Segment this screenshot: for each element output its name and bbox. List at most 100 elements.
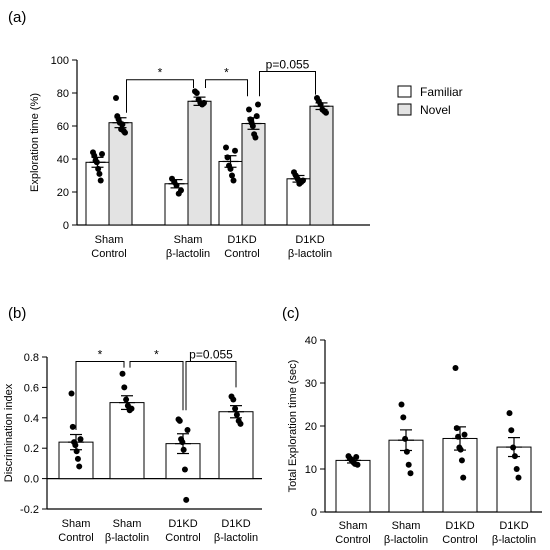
data-point <box>300 177 306 184</box>
category-label-line2: Control <box>442 534 477 546</box>
category-label-line1: Sham <box>113 518 142 530</box>
data-point <box>232 147 238 154</box>
data-point <box>405 461 412 468</box>
y-tick-label: 0.8 <box>24 352 39 364</box>
category-label-line1: Sham <box>174 234 203 246</box>
data-point <box>317 101 324 108</box>
data-point <box>232 405 239 412</box>
data-point <box>128 405 135 412</box>
data-point <box>76 463 83 470</box>
data-point <box>510 444 517 451</box>
data-point <box>77 436 84 443</box>
data-point <box>233 411 240 418</box>
category-label-line2: β-lactolin <box>214 532 258 544</box>
significance-bracket <box>126 79 194 113</box>
panel-a: (a) 0 20 40 60 80 100 Exploration time (%) Sham C… <box>8 9 463 260</box>
legend-swatch <box>397 103 412 116</box>
significance-bracket <box>205 79 248 97</box>
significance-label: * <box>154 348 159 362</box>
data-point <box>323 109 329 116</box>
significance-bracket <box>259 71 316 97</box>
y-tick-label: 0 <box>311 507 317 519</box>
data-point <box>91 152 98 159</box>
legend-swatch <box>397 85 412 98</box>
y-tick-label: 60 <box>57 121 69 133</box>
category-label-line2: Control <box>165 532 200 544</box>
panel-label: (b) <box>8 305 26 322</box>
y-axis-label: Total Exploration time (sec) <box>287 360 299 493</box>
data-point <box>513 466 520 472</box>
data-point <box>72 442 79 449</box>
category-label-line1: D1KD <box>168 518 197 530</box>
bar <box>218 411 254 480</box>
data-point <box>93 159 100 166</box>
category-label-line1: D1KD <box>499 520 528 532</box>
data-point <box>249 123 256 129</box>
legend-label: Novel <box>420 103 451 117</box>
y-tick-label: 0.6 <box>24 382 39 394</box>
data-point <box>252 134 259 141</box>
data-point <box>178 187 184 194</box>
y-tick-label: 0 <box>63 220 69 232</box>
data-point <box>400 414 407 421</box>
panel-label: (a) <box>8 9 26 26</box>
data-point <box>96 170 103 177</box>
y-tick-label: 20 <box>305 421 317 433</box>
data-point <box>452 364 459 371</box>
legend-label: Familiar <box>420 85 463 99</box>
bar <box>187 100 212 226</box>
data-point <box>403 448 410 455</box>
significance-bracket <box>185 361 237 411</box>
data-point <box>181 466 188 473</box>
bar <box>108 122 133 226</box>
data-point <box>224 154 231 161</box>
data-point <box>193 90 200 96</box>
data-point <box>173 182 180 189</box>
data-point <box>398 401 405 408</box>
data-point <box>95 165 102 172</box>
data-point <box>184 426 191 433</box>
y-axis-label: Exploration time (%) <box>29 93 41 192</box>
data-point <box>122 129 128 136</box>
y-tick-label: 40 <box>305 335 317 347</box>
bar <box>164 183 189 226</box>
category-label-line1: Sham <box>339 520 368 532</box>
data-point <box>508 427 515 434</box>
data-point <box>223 144 229 151</box>
category-label-line2: β-lactolin <box>166 248 210 260</box>
data-point <box>230 177 237 184</box>
category-label-line1: Sham <box>62 518 91 530</box>
y-tick-label: 20 <box>57 187 69 199</box>
data-point <box>227 165 234 172</box>
y-tick-label: 0.4 <box>24 413 39 425</box>
category-label-line1: D1KD <box>227 234 256 246</box>
data-point <box>179 439 186 446</box>
y-tick-label: 0.2 <box>24 443 39 455</box>
data-point <box>99 151 105 158</box>
data-point <box>237 420 244 427</box>
panel-c: (c) 0 10 20 30 40 Total Exploration time (sec)… <box>282 305 542 546</box>
data-point <box>458 457 465 464</box>
panel-label: (c) <box>282 305 300 322</box>
data-point <box>511 453 518 460</box>
y-tick-label: 10 <box>305 464 317 476</box>
data-point <box>354 461 361 468</box>
category-label-line2: Control <box>91 248 126 260</box>
data-point <box>123 396 130 403</box>
data-point <box>246 106 252 113</box>
significance-label: * <box>224 66 229 80</box>
data-point <box>68 390 75 397</box>
data-point <box>455 433 462 440</box>
data-point <box>74 455 81 462</box>
data-point <box>113 94 119 101</box>
significance-bracket <box>75 361 125 430</box>
data-point <box>453 425 460 432</box>
data-point <box>119 121 126 128</box>
data-point <box>180 446 187 453</box>
data-point <box>97 177 104 184</box>
category-label-line2: β-lactolin <box>492 534 536 546</box>
significance-label: * <box>158 66 163 80</box>
data-point <box>407 470 414 477</box>
y-axis-label: Discrimination index <box>3 383 15 482</box>
